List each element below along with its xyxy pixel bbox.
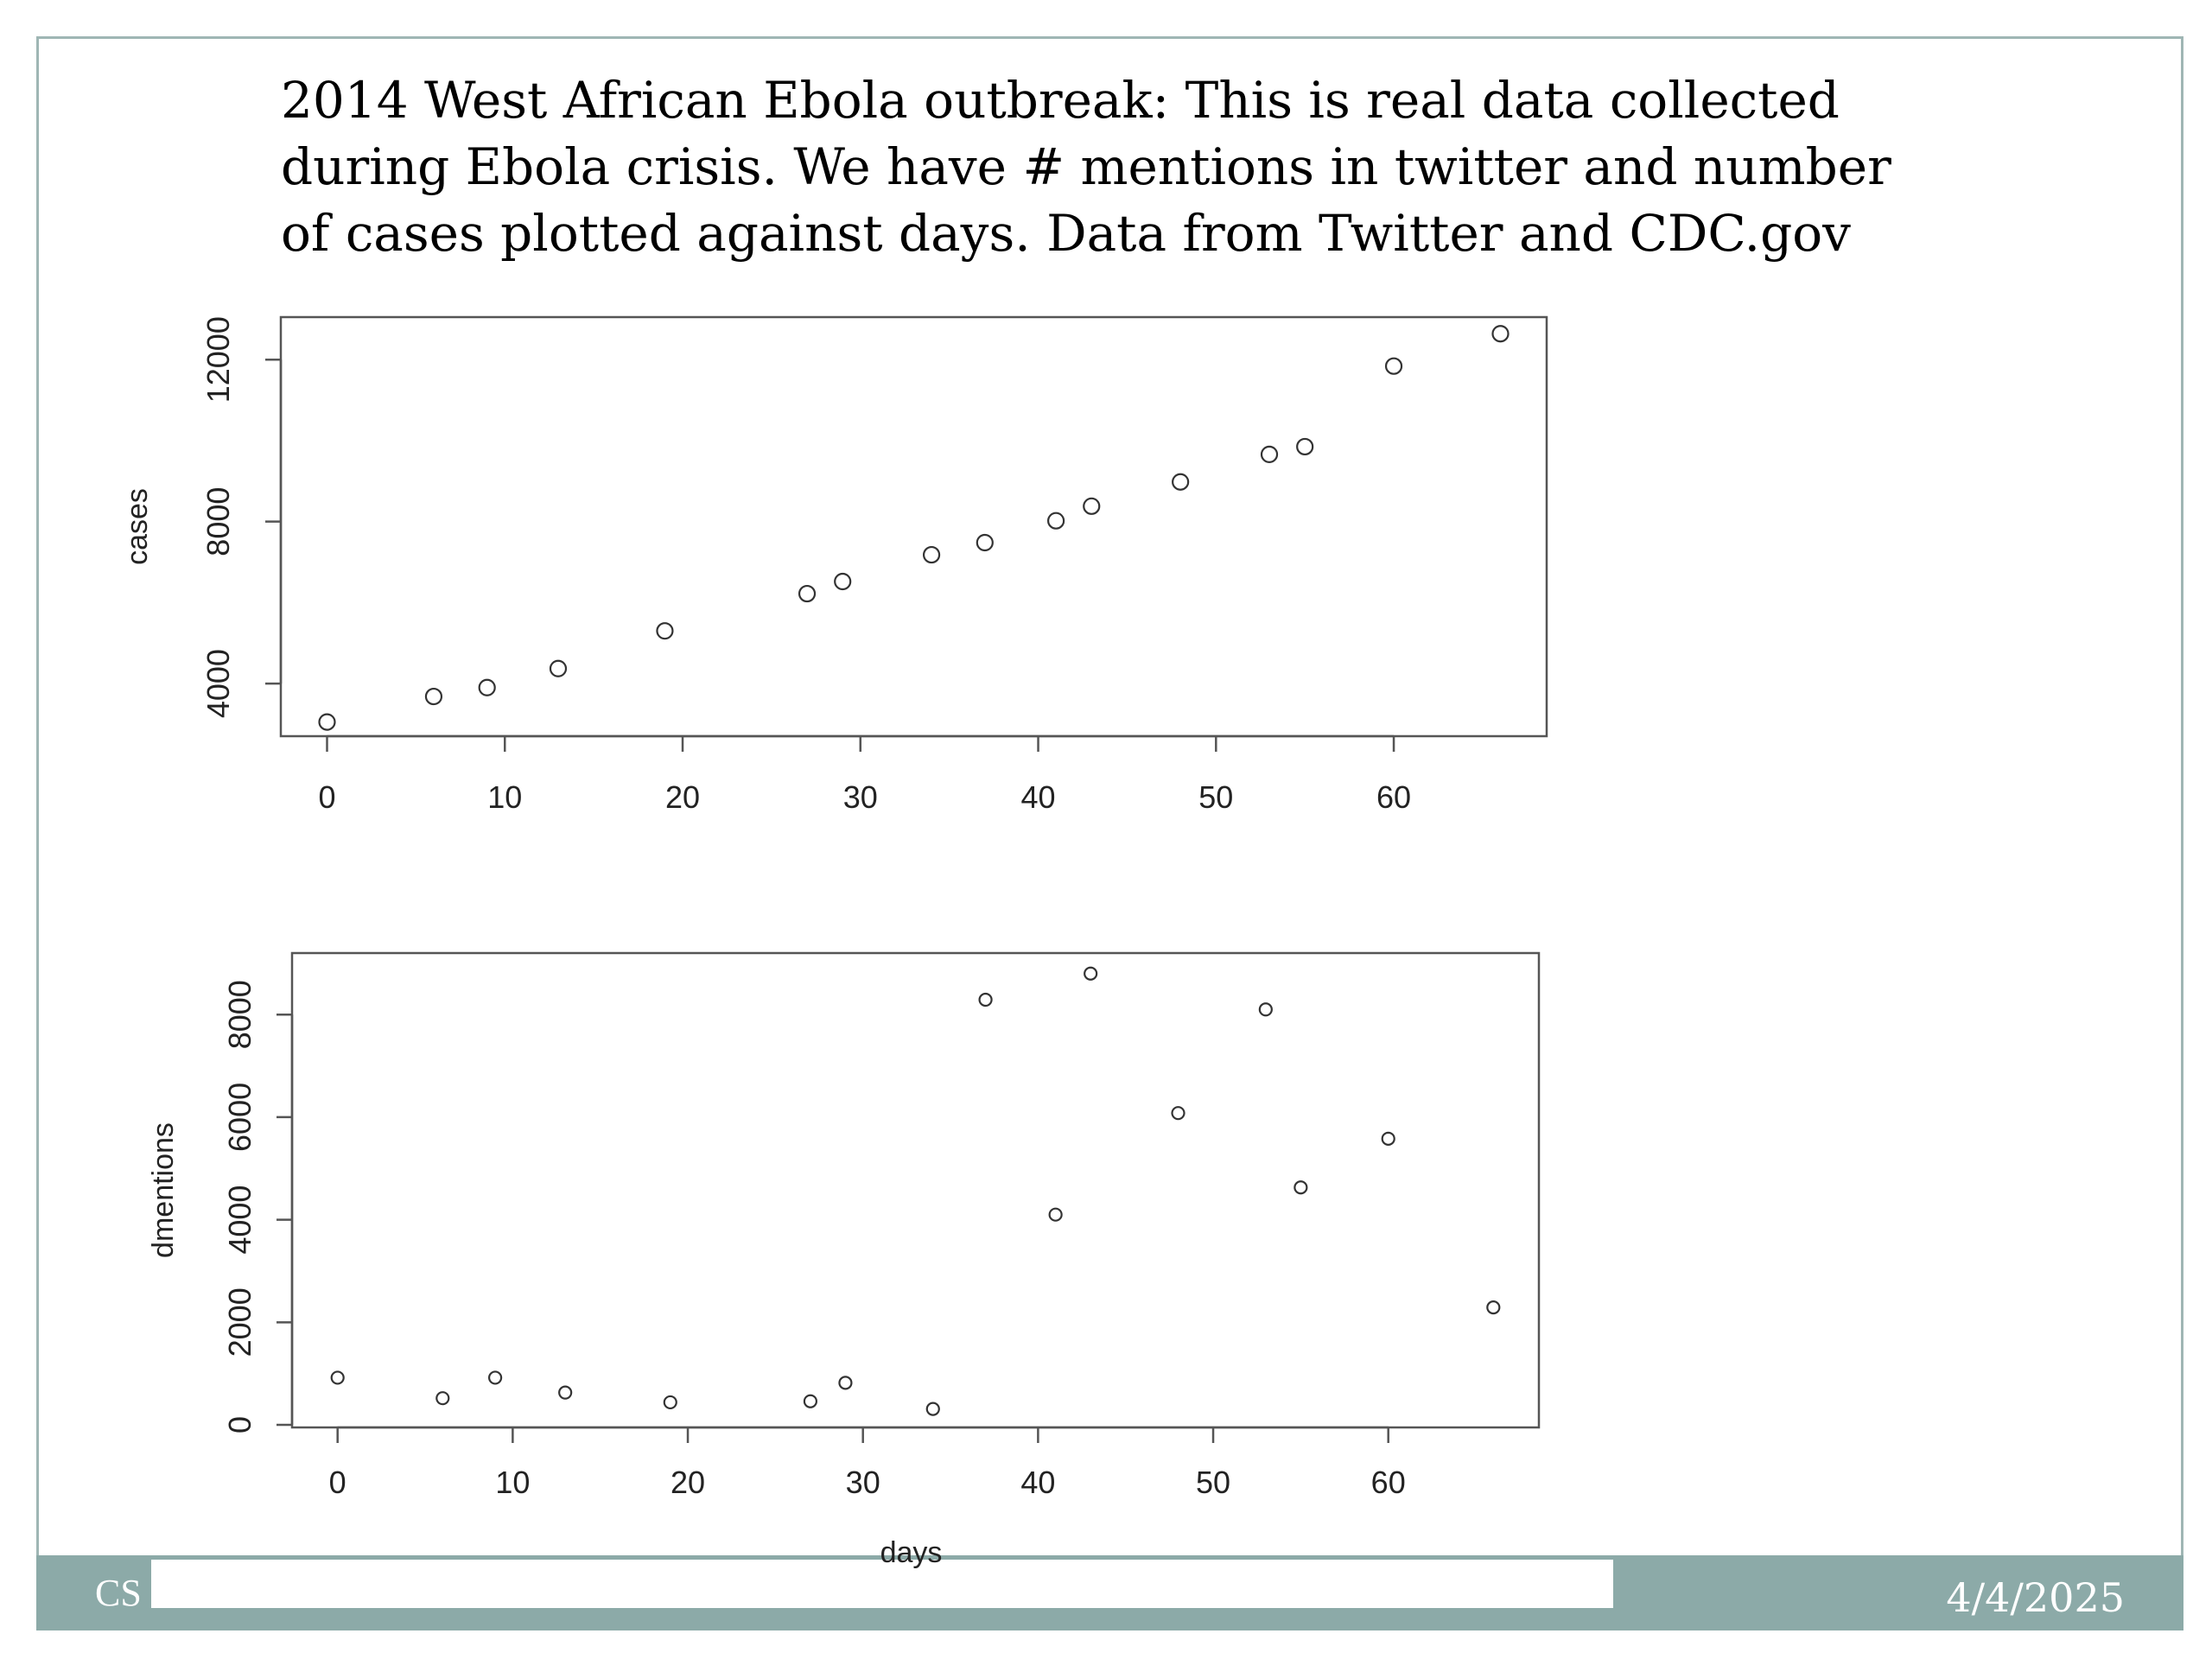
mentions-plot-y-tick-label: 4000 xyxy=(222,1185,257,1255)
cases-plot-x-tick-label: 40 xyxy=(1021,779,1056,815)
cases-plot-point xyxy=(1047,512,1065,530)
mentions-plot-frame xyxy=(290,951,1541,1429)
cases-plot-y-tick-label: 12000 xyxy=(200,316,236,403)
cases-plot-x-tick-label: 50 xyxy=(1198,779,1233,815)
cases-plot-point xyxy=(424,687,443,706)
cases-plot-point xyxy=(922,545,941,564)
cases-plot-y-axis-label: cases xyxy=(121,488,154,565)
mentions-plot-point xyxy=(558,1385,573,1400)
cases-plot-point xyxy=(834,572,852,591)
mentions-plot-y-tick-label: 6000 xyxy=(222,1083,257,1152)
footer-course-label: CS xyxy=(95,1572,142,1614)
cases-plot-point xyxy=(798,584,817,603)
mentions-plot-point xyxy=(1048,1207,1063,1222)
mentions-plot-y-tick-label: 0 xyxy=(222,1416,257,1433)
mentions-plot-x-tick-label: 40 xyxy=(1020,1465,1055,1500)
mentions-plot-point xyxy=(1486,1300,1501,1315)
mentions-plot-point xyxy=(925,1402,940,1416)
cases-plot-point xyxy=(1491,325,1510,343)
mentions-plot-point xyxy=(1084,966,1098,981)
mentions-plot-x-axis-label: days xyxy=(880,1536,943,1569)
mentions-plot-point xyxy=(1381,1131,1395,1146)
cases-plot-x-tick-label: 60 xyxy=(1376,779,1411,815)
mentions-plot-y-axis-label: dmentions xyxy=(147,1122,180,1258)
cases-plot-point xyxy=(1083,497,1101,515)
mentions-plot-x-tick-label: 50 xyxy=(1196,1465,1230,1500)
mentions-plot-point xyxy=(1258,1002,1273,1017)
mentions-plot-point xyxy=(1294,1180,1308,1195)
cases-plot-y-tick-label: 8000 xyxy=(200,487,236,556)
mentions-plot-y-tick-label: 2000 xyxy=(222,1287,257,1357)
cases-plot-point xyxy=(976,533,994,552)
cases-plot-y-tick-label: 4000 xyxy=(200,649,236,718)
footer-date: 4/4/2025 xyxy=(1946,1574,2125,1621)
cases-plot-point xyxy=(549,659,568,677)
cases-plot-x-tick-label: 30 xyxy=(843,779,878,815)
mentions-plot-x-tick-label: 0 xyxy=(329,1465,346,1500)
mentions-plot-x-tick-label: 10 xyxy=(495,1465,530,1500)
cases-plot-point xyxy=(1296,437,1314,456)
mentions-plot-x-tick-label: 60 xyxy=(1371,1465,1406,1500)
cases-plot-x-tick-label: 0 xyxy=(318,779,335,815)
cases-plot-point xyxy=(656,622,674,640)
chart-image-panel xyxy=(151,1560,1613,1608)
mentions-plot-x-tick-label: 30 xyxy=(846,1465,880,1500)
mentions-plot-point xyxy=(330,1370,345,1385)
cases-plot-x-tick-label: 20 xyxy=(665,779,700,815)
cases-plot-point xyxy=(1384,357,1403,375)
mentions-plot-point xyxy=(1171,1106,1185,1121)
cases-plot-x-tick-label: 10 xyxy=(487,779,522,815)
cases-plot-point xyxy=(318,713,336,731)
mentions-plot-point xyxy=(803,1394,817,1408)
mentions-plot-point xyxy=(663,1395,677,1410)
mentions-plot-point xyxy=(978,992,993,1007)
mentions-plot-point xyxy=(487,1370,503,1385)
cases-plot-point xyxy=(478,678,496,696)
cases-plot-point xyxy=(1172,473,1190,491)
cases-plot-point xyxy=(1260,445,1279,463)
slide-title: 2014 West African Ebola outbreak: This i… xyxy=(281,71,1891,263)
mentions-plot-point xyxy=(435,1391,450,1406)
cases-plot-frame xyxy=(279,315,1548,738)
mentions-plot-point xyxy=(838,1376,853,1390)
mentions-plot-x-tick-label: 20 xyxy=(671,1465,705,1500)
mentions-plot-y-tick-label: 8000 xyxy=(222,980,257,1049)
